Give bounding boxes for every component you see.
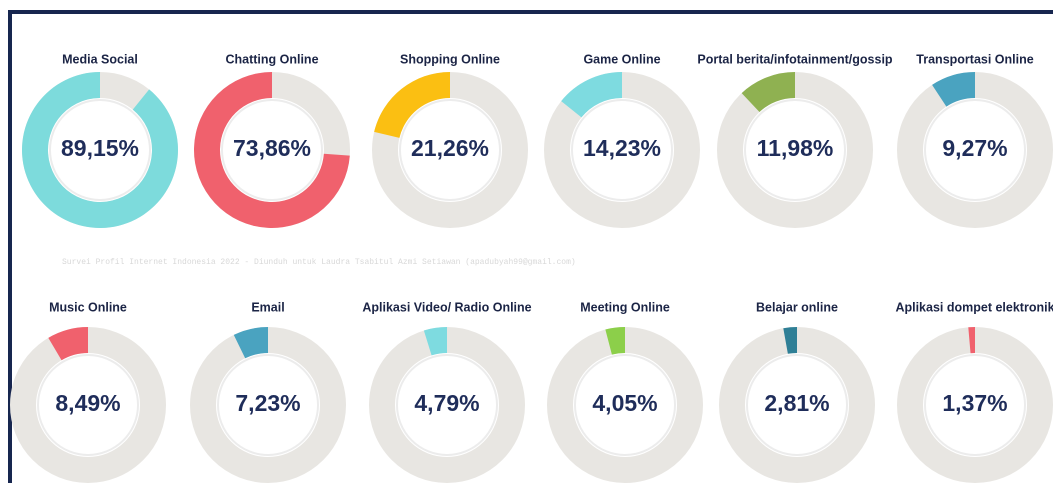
ring-arc	[968, 327, 975, 354]
inner-circle	[49, 99, 151, 201]
ring-arc	[48, 327, 88, 361]
ring-arc	[561, 72, 622, 118]
inner-circle	[37, 354, 139, 456]
ring-arc	[21, 72, 178, 228]
category-label: Meeting Online	[580, 300, 670, 314]
value-label: 7,23%	[235, 390, 300, 416]
value-label: 11,98%	[757, 135, 834, 161]
category-label: Shopping Online	[400, 52, 500, 66]
inner-circle	[396, 354, 498, 456]
value-label: 4,05%	[592, 390, 657, 416]
category-label: Aplikasi Video/ Radio Online	[362, 300, 531, 314]
frame-top	[8, 10, 1053, 14]
inner-circle	[924, 99, 1026, 201]
ring-arc	[194, 72, 350, 228]
inner-circle	[574, 354, 676, 456]
category-label: Aplikasi dompet elektronik	[895, 300, 1053, 314]
value-label: 73,86%	[233, 135, 311, 161]
category-label: Media Social	[62, 52, 138, 66]
category-label: Belajar online	[756, 300, 838, 314]
value-label: 4,79%	[414, 390, 479, 416]
inner-circle	[924, 354, 1026, 456]
value-label: 9,27%	[942, 135, 1007, 161]
inner-circle	[221, 99, 323, 201]
ring-arc	[783, 327, 797, 354]
category-label: Music Online	[49, 300, 127, 314]
category-label: Portal berita/infotainment/gossip	[697, 52, 893, 66]
inner-circle	[746, 354, 848, 456]
category-label: Transportasi Online	[916, 52, 1033, 66]
ring-arc	[233, 327, 268, 359]
inner-circle	[217, 354, 319, 456]
category-label: Email	[251, 300, 284, 314]
inner-circle	[571, 99, 673, 201]
value-label: 1,37%	[942, 390, 1007, 416]
ring-arc	[374, 72, 450, 138]
value-label: 21,26%	[411, 135, 489, 161]
value-label: 2,81%	[764, 390, 829, 416]
frame-left	[8, 10, 12, 483]
ring-arc	[605, 327, 625, 355]
inner-circle	[744, 99, 846, 201]
ring-arc	[741, 72, 795, 113]
value-label: 8,49%	[55, 390, 120, 416]
ring-arc	[932, 72, 975, 107]
category-label: Chatting Online	[225, 52, 318, 66]
category-label: Game Online	[583, 52, 660, 66]
watermark: Survei Profil Internet Indonesia 2022 - …	[62, 258, 576, 267]
value-label: 89,15%	[61, 135, 139, 161]
value-label: 14,23%	[583, 135, 661, 161]
ring-arc	[423, 327, 447, 356]
inner-circle	[399, 99, 501, 201]
